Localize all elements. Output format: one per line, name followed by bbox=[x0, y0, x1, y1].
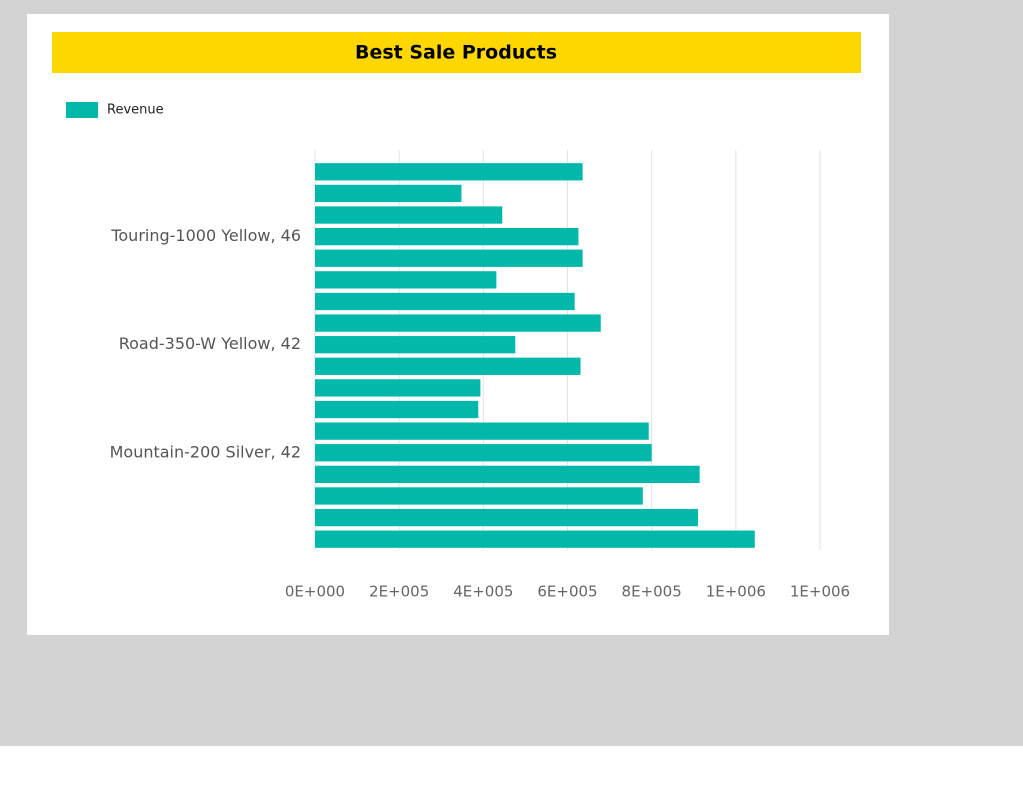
bar bbox=[315, 206, 503, 224]
bar bbox=[315, 249, 583, 267]
x-tick-label: 1E+006 bbox=[790, 583, 850, 601]
x-tick-label: 8E+005 bbox=[622, 583, 682, 601]
bar bbox=[315, 530, 755, 548]
x-tick-label: 4E+005 bbox=[453, 583, 513, 601]
bar bbox=[315, 336, 516, 354]
bar bbox=[315, 184, 462, 203]
chart-title: Best Sale Products bbox=[355, 42, 557, 64]
bar bbox=[315, 227, 579, 246]
bar bbox=[315, 422, 649, 440]
chart: Best Sale Products Revenue 0E+000 2E+005 4E… bbox=[52, 32, 861, 601]
x-tick-label: 2E+005 bbox=[369, 583, 429, 601]
chart-panel: Best Sale Products Revenue 0E+000 2E+005 4E… bbox=[27, 14, 889, 635]
title-bar bbox=[52, 32, 861, 73]
bar bbox=[315, 292, 575, 311]
bar bbox=[315, 357, 581, 375]
x-tick-label: 1E+006 bbox=[706, 583, 766, 601]
legend-label: Revenue bbox=[107, 103, 164, 118]
legend-swatch bbox=[66, 102, 98, 118]
y-tick-label: Road-350-W Yellow, 42 bbox=[119, 334, 301, 353]
bar bbox=[315, 314, 601, 332]
bar bbox=[315, 400, 479, 419]
bar bbox=[315, 444, 652, 462]
bar bbox=[315, 465, 700, 484]
bar bbox=[315, 379, 481, 397]
bar bbox=[315, 271, 497, 289]
x-tick-label: 6E+005 bbox=[537, 583, 597, 601]
bar bbox=[315, 508, 698, 527]
x-tick-label: 0E+000 bbox=[285, 583, 345, 601]
bar bbox=[315, 163, 583, 181]
y-tick-label: Touring-1000 Yellow, 46 bbox=[110, 226, 301, 245]
y-tick-label: Mountain-200 Silver, 42 bbox=[110, 442, 301, 461]
bar bbox=[315, 487, 643, 505]
